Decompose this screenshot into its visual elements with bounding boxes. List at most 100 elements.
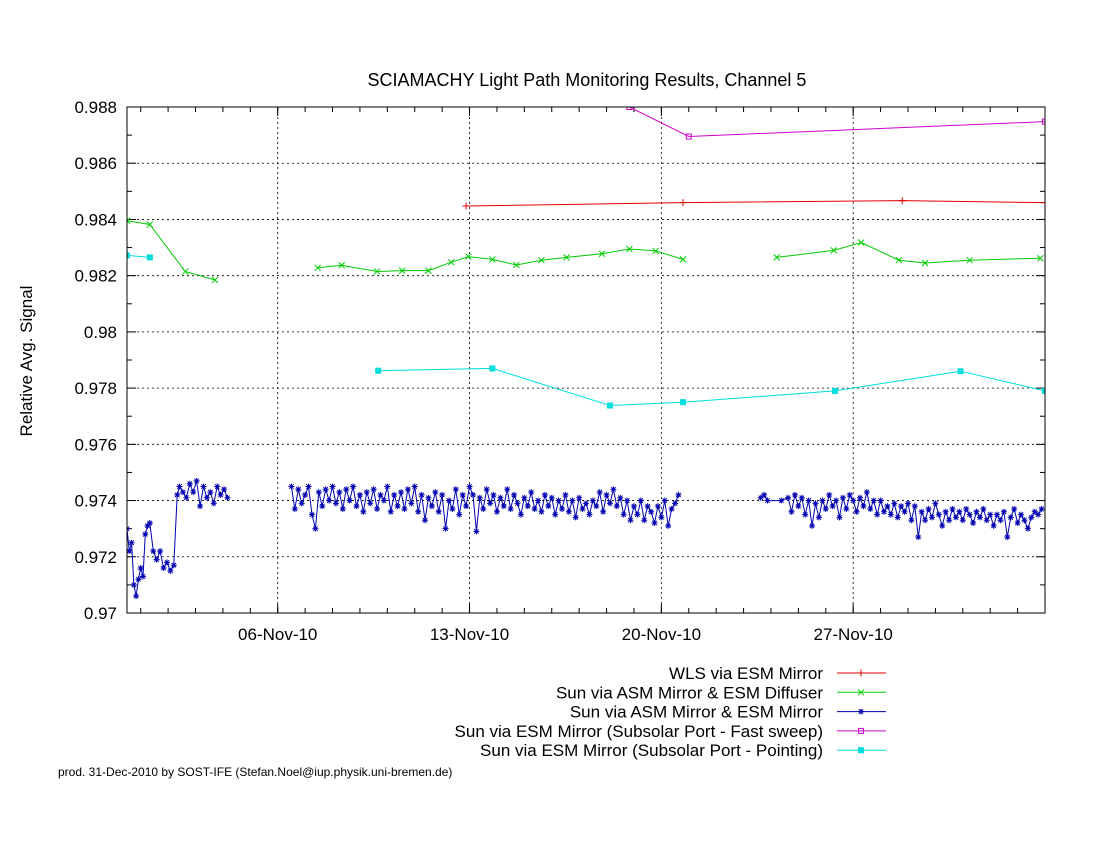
data-point bbox=[559, 505, 566, 512]
data-point bbox=[1014, 520, 1021, 527]
data-point bbox=[942, 508, 949, 515]
data-point bbox=[881, 508, 888, 515]
series-1 bbox=[127, 217, 1044, 284]
data-point bbox=[135, 576, 142, 583]
data-point bbox=[898, 503, 905, 510]
data-point bbox=[680, 399, 687, 406]
data-point bbox=[895, 256, 903, 264]
data-point bbox=[935, 511, 942, 518]
data-point bbox=[626, 107, 633, 110]
data-point bbox=[1042, 118, 1045, 125]
data-point bbox=[193, 477, 200, 484]
data-point bbox=[757, 494, 764, 501]
data-point bbox=[432, 489, 439, 496]
data-point bbox=[764, 497, 771, 504]
data-point bbox=[569, 497, 576, 504]
data-point bbox=[675, 491, 682, 498]
data-point bbox=[836, 514, 843, 521]
data-point bbox=[679, 256, 687, 263]
data-point bbox=[150, 548, 157, 555]
data-point bbox=[329, 483, 336, 490]
data-point bbox=[555, 497, 562, 504]
data-point bbox=[127, 252, 130, 259]
series-2 bbox=[127, 477, 1045, 600]
data-point bbox=[507, 505, 514, 512]
series-4 bbox=[127, 252, 1045, 409]
series-line bbox=[629, 107, 1045, 138]
y-tick-label: 0.974 bbox=[74, 492, 117, 511]
data-point bbox=[176, 483, 183, 490]
data-point bbox=[214, 483, 221, 490]
data-point bbox=[157, 548, 164, 555]
data-point bbox=[487, 500, 494, 507]
legend-label: Sun via ASM Mirror & ESM Mirror bbox=[570, 703, 823, 722]
data-point bbox=[422, 517, 429, 524]
data-point bbox=[133, 593, 140, 600]
data-point bbox=[877, 497, 884, 504]
data-point bbox=[339, 505, 346, 512]
data-point bbox=[997, 517, 1004, 524]
data-point bbox=[319, 503, 326, 510]
data-point bbox=[142, 531, 149, 538]
plot-area bbox=[127, 107, 1045, 600]
data-point bbox=[850, 497, 857, 504]
data-point bbox=[957, 368, 964, 375]
x-tick-label: 13-Nov-10 bbox=[430, 625, 509, 644]
data-point bbox=[514, 500, 521, 507]
data-point bbox=[831, 387, 838, 394]
data-point bbox=[411, 483, 418, 490]
data-point bbox=[200, 483, 207, 490]
data-point bbox=[867, 505, 874, 512]
data-point bbox=[137, 565, 144, 572]
data-point bbox=[949, 505, 956, 512]
data-point bbox=[128, 539, 135, 546]
data-point bbox=[586, 511, 593, 518]
data-point bbox=[476, 494, 483, 501]
data-point bbox=[593, 503, 600, 510]
data-point bbox=[298, 500, 305, 507]
y-tick-label: 0.986 bbox=[74, 154, 117, 173]
grid bbox=[127, 107, 1045, 613]
data-point bbox=[221, 486, 228, 493]
data-point bbox=[356, 491, 363, 498]
data-point bbox=[846, 491, 853, 498]
data-point bbox=[1042, 387, 1045, 394]
data-point bbox=[489, 256, 496, 263]
data-point bbox=[153, 556, 160, 563]
data-point bbox=[819, 497, 826, 504]
data-point bbox=[452, 486, 459, 493]
data-point bbox=[447, 258, 455, 266]
series-3 bbox=[626, 107, 1045, 140]
data-point bbox=[497, 494, 504, 501]
series-line bbox=[127, 254, 150, 258]
data-point bbox=[373, 268, 381, 275]
plot-series bbox=[127, 107, 1045, 600]
data-point bbox=[144, 522, 151, 529]
data-point bbox=[210, 500, 217, 507]
data-point bbox=[658, 514, 665, 521]
series-line bbox=[317, 248, 684, 273]
data-point bbox=[466, 483, 473, 490]
data-point bbox=[956, 508, 963, 515]
data-point bbox=[391, 491, 398, 498]
data-point bbox=[322, 486, 329, 493]
data-point bbox=[788, 508, 795, 515]
data-point bbox=[970, 520, 977, 527]
data-point bbox=[163, 559, 170, 566]
data-point bbox=[1004, 534, 1011, 541]
data-point bbox=[425, 494, 432, 501]
data-point bbox=[679, 199, 687, 207]
data-point bbox=[870, 497, 877, 504]
data-point bbox=[469, 491, 476, 498]
data-point bbox=[620, 511, 627, 518]
data-point bbox=[812, 500, 819, 507]
data-point bbox=[1041, 199, 1045, 207]
data-point bbox=[980, 505, 987, 512]
data-point bbox=[562, 491, 569, 498]
data-point bbox=[911, 503, 918, 510]
legend-marker bbox=[857, 688, 865, 696]
legend-marker bbox=[858, 727, 864, 734]
data-point bbox=[983, 517, 990, 524]
data-point bbox=[332, 500, 339, 507]
data-point bbox=[918, 508, 925, 515]
